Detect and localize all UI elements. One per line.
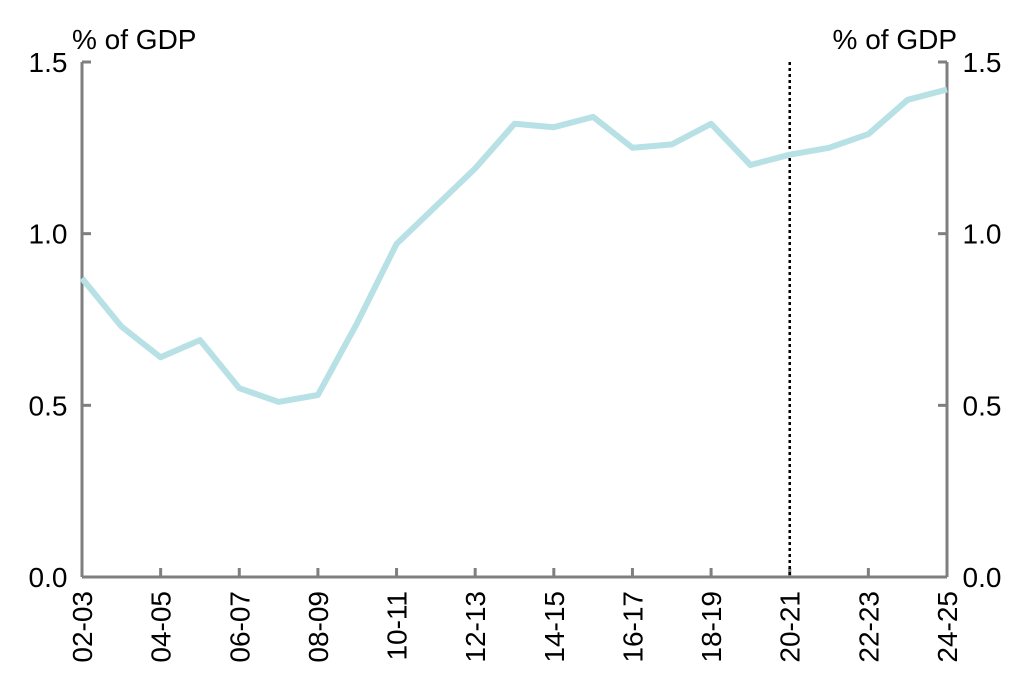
chart-axes bbox=[80, 60, 949, 579]
data-point bbox=[160, 357, 161, 358]
x-tick-label: 08-09 bbox=[303, 591, 334, 663]
data-point bbox=[239, 388, 240, 389]
data-point bbox=[829, 147, 830, 148]
data-point bbox=[475, 168, 476, 169]
x-tick-label: 06-07 bbox=[224, 591, 255, 663]
data-point bbox=[121, 326, 122, 327]
data-point bbox=[396, 243, 397, 244]
data-point bbox=[199, 340, 200, 341]
y-tick-label-right: 1.0 bbox=[963, 219, 1002, 250]
data-point bbox=[82, 278, 83, 279]
x-tick-label: 04-05 bbox=[146, 591, 177, 663]
x-tick-label: 14-15 bbox=[539, 591, 570, 663]
data-point bbox=[357, 322, 358, 323]
data-point bbox=[435, 206, 436, 207]
y-unit-right-label: % of GDP bbox=[833, 24, 957, 55]
data-point bbox=[278, 401, 279, 402]
data-point bbox=[711, 123, 712, 124]
x-tick-label: 12-13 bbox=[460, 591, 491, 663]
data-point bbox=[671, 144, 672, 145]
data-point bbox=[907, 99, 908, 100]
y-tick-label-left: 0.0 bbox=[29, 562, 68, 593]
y-unit-left-label: % of GDP bbox=[72, 24, 196, 55]
data-point bbox=[553, 127, 554, 128]
x-tick-label: 18-19 bbox=[696, 591, 727, 663]
x-tick-label: 16-17 bbox=[617, 591, 648, 663]
y-tick-label-right: 1.5 bbox=[963, 47, 1002, 78]
chart-series bbox=[79, 86, 948, 405]
data-point bbox=[789, 154, 790, 155]
x-tick-label: 02-03 bbox=[67, 591, 98, 663]
tick-labels: 0.0 0.0 0.5 0.5 1.0 1.0 1.5 1.5 02-03 04-05 06-07 0… bbox=[29, 47, 1002, 663]
data-point bbox=[868, 134, 869, 135]
y-tick-label-left: 0.5 bbox=[29, 390, 68, 421]
y-tick-label-left: 1.5 bbox=[29, 47, 68, 78]
data-point bbox=[593, 116, 594, 117]
data-point bbox=[632, 147, 633, 148]
data-point bbox=[514, 123, 515, 124]
series-line bbox=[79, 86, 948, 405]
x-tick-label: 20-21 bbox=[775, 591, 806, 663]
x-tick-label: 10-11 bbox=[382, 591, 413, 661]
y-tick-label-left: 1.0 bbox=[29, 219, 68, 250]
y-tick-label-right: 0.5 bbox=[963, 390, 1002, 421]
x-tick-label: 22-23 bbox=[853, 591, 884, 663]
data-point bbox=[317, 395, 318, 396]
data-point bbox=[750, 165, 751, 166]
x-tick-label: 24-25 bbox=[932, 591, 963, 663]
y-tick-label-right: 0.0 bbox=[963, 562, 1002, 593]
data-point bbox=[947, 89, 948, 90]
